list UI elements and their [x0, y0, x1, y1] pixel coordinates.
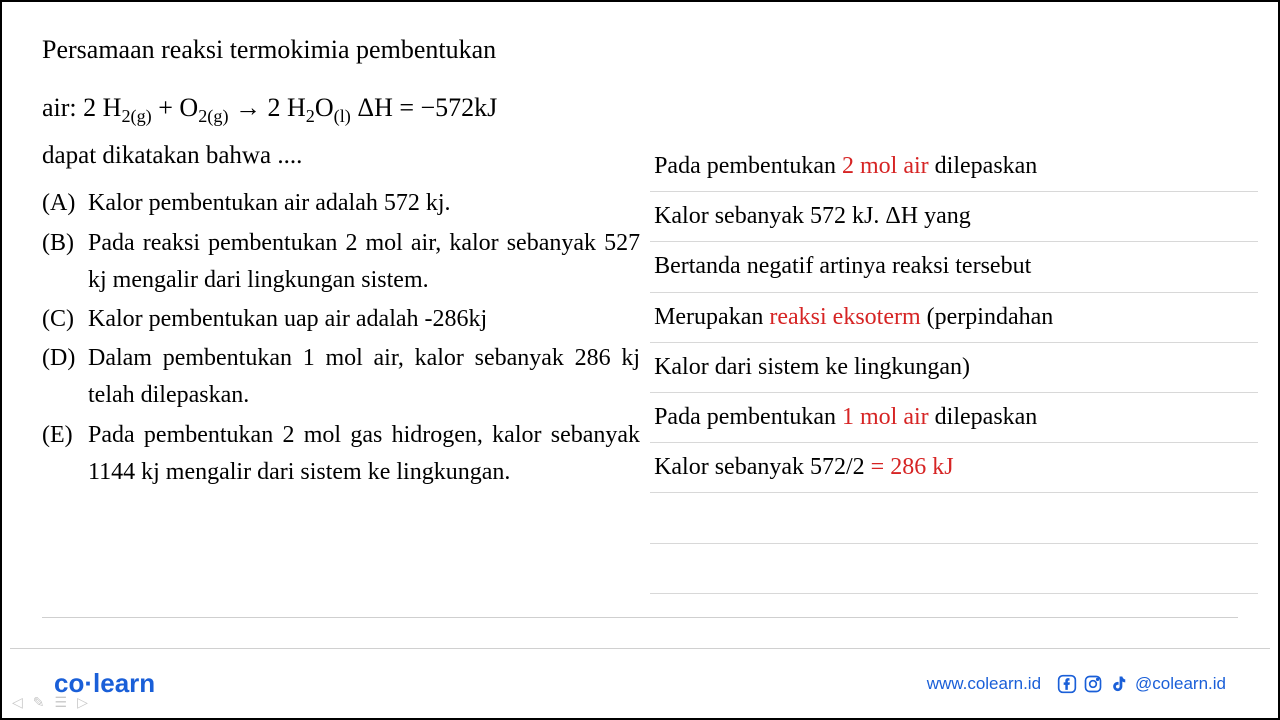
- note-text: Bertanda negatif artinya reaksi tersebut: [654, 253, 1031, 279]
- social-handle[interactable]: @colearn.id: [1135, 674, 1226, 694]
- note-line: Pada pembentukan 2 mol air dilepaskan: [650, 142, 1258, 192]
- facebook-icon[interactable]: [1057, 674, 1077, 694]
- option-text: Kalor pembentukan uap air adalah -286kj: [88, 301, 640, 338]
- note-text: [654, 555, 660, 581]
- note-highlight: reaksi eksoterm: [769, 304, 920, 330]
- option-item: (E)Pada pembentukan 2 mol gas hidrogen, …: [42, 417, 640, 491]
- divider: [42, 617, 1238, 618]
- logo-co: co: [54, 668, 84, 698]
- nav-prev-icon[interactable]: ◁: [12, 695, 23, 712]
- note-text: [654, 504, 660, 530]
- option-item: (A)Kalor pembentukan air adalah 572 kj.: [42, 185, 640, 222]
- logo-learn: learn: [93, 668, 155, 698]
- question-statement: dapat dikatakan bahwa ....: [42, 137, 640, 176]
- note-line: Kalor sebanyak 572/2 = 286 kJ: [650, 443, 1258, 493]
- equation-body: 2 H2(g) + O2(g) → 2 H2O(l) ΔH = −572kJ: [83, 93, 497, 122]
- question-panel: Persamaan reaksi termokimia pembentukan …: [42, 30, 640, 594]
- social-icons: @colearn.id: [1057, 674, 1226, 694]
- note-line: Pada pembentukan 1 mol air dilepaskan: [650, 393, 1258, 443]
- note-highlight: 2 mol air: [842, 153, 929, 179]
- question-title: Persamaan reaksi termokimia pembentukan: [42, 30, 640, 70]
- option-text: Pada reaksi pembentukan 2 mol air, kalor…: [88, 225, 640, 299]
- note-line: Merupakan reaksi eksoterm (perpindahan: [650, 293, 1258, 343]
- note-highlight: = 286 kJ: [871, 454, 954, 480]
- option-item: (B)Pada reaksi pembentukan 2 mol air, ka…: [42, 225, 640, 299]
- logo-dot: ·: [84, 668, 93, 698]
- option-text: Kalor pembentukan air adalah 572 kj.: [88, 185, 640, 222]
- option-text: Pada pembentukan 2 mol gas hidrogen, kal…: [88, 417, 640, 491]
- website-link[interactable]: www.colearn.id: [927, 674, 1041, 694]
- note-line: Bertanda negatif artinya reaksi tersebut: [650, 242, 1258, 292]
- option-item: (C)Kalor pembentukan uap air adalah -286…: [42, 301, 640, 338]
- note-text: Kalor sebanyak 572 kJ. ΔH yang: [654, 203, 971, 229]
- note-text: Pada pembentukan: [654, 404, 842, 430]
- note-line: Kalor dari sistem ke lingkungan): [650, 343, 1258, 393]
- option-label: (D): [42, 340, 88, 414]
- note-line: [650, 493, 1258, 543]
- equation-prefix: air:: [42, 93, 77, 122]
- nav-next-icon[interactable]: ▷: [77, 695, 88, 712]
- option-label: (B): [42, 225, 88, 299]
- note-highlight: 1 mol air: [842, 404, 929, 430]
- note-line: Kalor sebanyak 572 kJ. ΔH yang: [650, 192, 1258, 242]
- option-item: (D)Dalam pembentukan 1 mol air, kalor se…: [42, 340, 640, 414]
- note-text: Pada pembentukan: [654, 153, 842, 179]
- nav-edit-icon[interactable]: ✎: [33, 695, 45, 712]
- options-list: (A)Kalor pembentukan air adalah 572 kj.(…: [42, 185, 640, 491]
- option-label: (A): [42, 185, 88, 222]
- option-label: (E): [42, 417, 88, 491]
- note-line: [650, 544, 1258, 594]
- note-text: Kalor dari sistem ke lingkungan): [654, 354, 970, 380]
- note-text: Merupakan: [654, 304, 769, 330]
- reaction-equation: air: 2 H2(g) + O2(g) → 2 H2O(l) ΔH = −57…: [42, 88, 640, 130]
- footer: co·learn www.colearn.id @colearn.id: [10, 648, 1270, 718]
- footer-right: www.colearn.id @colearn.id: [927, 674, 1226, 694]
- note-text: dilepaskan: [929, 153, 1038, 179]
- instagram-icon[interactable]: [1083, 674, 1103, 694]
- nav-controls: ◁ ✎ ☰ ▷: [12, 695, 88, 712]
- nav-menu-icon[interactable]: ☰: [55, 695, 68, 712]
- option-label: (C): [42, 301, 88, 338]
- note-text: (perpindahan: [921, 304, 1054, 330]
- note-text: dilepaskan: [929, 404, 1038, 430]
- option-text: Dalam pembentukan 1 mol air, kalor seban…: [88, 340, 640, 414]
- tiktok-icon[interactable]: [1109, 674, 1129, 694]
- note-text: Kalor sebanyak 572/2: [654, 454, 871, 480]
- notes-panel: Pada pembentukan 2 mol air dilepaskan Kal…: [650, 30, 1258, 594]
